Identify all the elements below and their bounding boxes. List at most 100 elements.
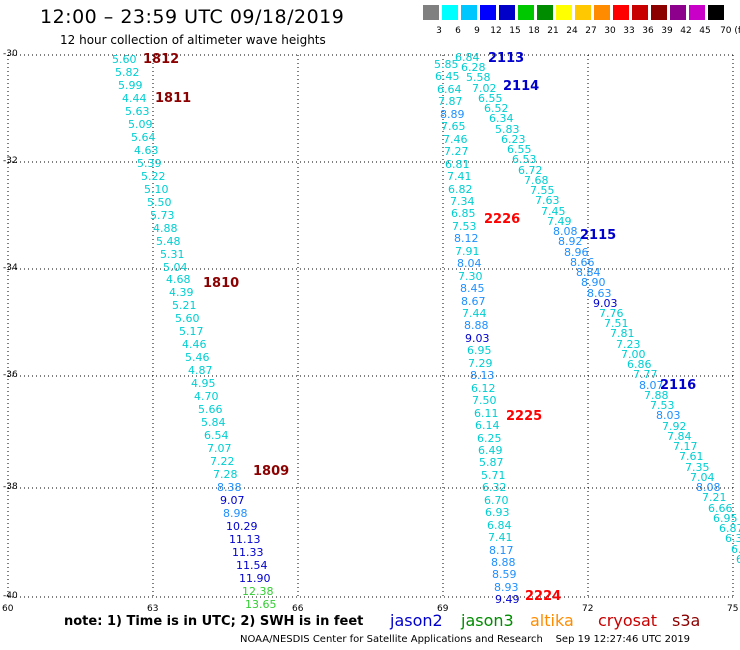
swh-value: 6.95 xyxy=(713,512,738,525)
swh-value: 11.90 xyxy=(239,572,271,585)
pass-id-label: 2113 xyxy=(488,51,525,66)
swh-value: 8.07 xyxy=(639,379,664,392)
pass-id-label: 2224 xyxy=(525,589,562,604)
scale-label: 42 xyxy=(680,26,692,36)
swh-value: 7.34 xyxy=(450,195,475,208)
scale-label: 3 xyxy=(436,26,442,36)
swh-value: 5.09 xyxy=(128,118,153,131)
scale-swatch xyxy=(556,5,572,20)
swh-value: 8.38 xyxy=(217,481,242,494)
scale-label: 30 xyxy=(604,26,616,36)
swh-value: 8.12 xyxy=(454,232,479,245)
swh-value: 4.68 xyxy=(166,273,191,286)
swh-value: 7.50 xyxy=(472,394,497,407)
swh-value: 6.81 xyxy=(445,158,470,171)
scale-swatch xyxy=(651,5,667,20)
pass-id-label: 2116 xyxy=(660,378,697,393)
swh-value: 7.92 xyxy=(662,420,687,433)
swh-value: 6.72 xyxy=(518,164,543,177)
swh-value: 4.88 xyxy=(153,222,178,235)
scale-label: 45 xyxy=(699,26,711,36)
swh-value: 8.88 xyxy=(464,319,489,332)
swh-value: 8.90 xyxy=(581,276,606,289)
scale-swatch xyxy=(518,5,534,20)
swh-value: 8.08 xyxy=(553,225,578,238)
swh-value: 8.92 xyxy=(558,235,583,248)
swh-value: 6.09 xyxy=(736,553,740,566)
lat-label: -40 xyxy=(3,591,18,601)
swh-value: 8.63 xyxy=(587,287,612,300)
swh-value: 7.28 xyxy=(213,468,238,481)
swh-value: 6.84 xyxy=(487,519,512,532)
swh-value: 6.70 xyxy=(484,494,509,507)
swh-value: 4.95 xyxy=(191,377,216,390)
swh-value: 6.37 xyxy=(725,532,740,545)
scale-swatch xyxy=(499,5,515,20)
swh-value: 5.64 xyxy=(131,131,156,144)
swh-value: 5.71 xyxy=(481,469,506,482)
scale-swatch xyxy=(442,5,458,20)
page-subtitle: 12 hour collection of altimeter wave hei… xyxy=(60,33,326,47)
swh-value: 8.98 xyxy=(223,507,248,520)
swh-value: 4.46 xyxy=(182,338,207,351)
scale-swatch xyxy=(689,5,705,20)
swh-value: 8.59 xyxy=(492,568,517,581)
lon-label: 72 xyxy=(582,604,594,614)
swh-value: 4.63 xyxy=(134,144,159,157)
swh-value: 12.38 xyxy=(242,585,274,598)
swh-value: 5.17 xyxy=(179,325,204,338)
swh-value: 6.55 xyxy=(478,92,503,105)
scale-label: 36 xyxy=(642,26,654,36)
swh-value: 5.22 xyxy=(141,170,166,183)
swh-value: 6.53 xyxy=(512,153,537,166)
swh-value: 6.93 xyxy=(485,506,510,519)
swh-value: 8.84 xyxy=(576,266,601,279)
pass-id-label: 2225 xyxy=(506,409,543,424)
swh-value: 5.82 xyxy=(115,66,140,79)
scale-label: 33 xyxy=(623,26,635,36)
swh-value: 8.66 xyxy=(570,256,595,269)
swh-value: 8.67 xyxy=(461,295,486,308)
swh-value: 7.76 xyxy=(599,307,624,320)
swh-value: 5.10 xyxy=(144,183,169,196)
swh-value: 5.58 xyxy=(466,71,491,84)
swh-value: 7.53 xyxy=(452,220,477,233)
swh-value: 10.29 xyxy=(226,520,258,533)
swh-value: 6.66 xyxy=(708,502,733,515)
swh-value: 6.14 xyxy=(475,419,500,432)
footer-credit: NOAA/NESDIS Center for Satellite Applica… xyxy=(240,634,691,645)
scale-label: 24 xyxy=(566,26,578,36)
scale-swatch xyxy=(575,5,591,20)
scale-swatch xyxy=(537,5,553,20)
lon-label: 60 xyxy=(2,604,14,614)
swh-value: 7.45 xyxy=(541,205,566,218)
legend-altika: altika xyxy=(530,611,574,630)
legend-jason3: jason3 xyxy=(461,611,514,630)
swh-value: 6.32 xyxy=(482,481,507,494)
swh-value: 7.68 xyxy=(524,174,549,187)
swh-value: 6.54 xyxy=(204,429,229,442)
scale-label: 18 xyxy=(528,26,540,36)
swh-value: 11.13 xyxy=(229,533,261,546)
swh-value: 6.82 xyxy=(448,183,473,196)
swh-value: 11.54 xyxy=(236,559,268,572)
scale-label: 70 (ft) xyxy=(720,26,740,36)
scale-swatch xyxy=(594,5,610,20)
swh-value: 6.84 xyxy=(455,51,480,64)
swh-value: 7.27 xyxy=(444,145,469,158)
swh-value: 8.96 xyxy=(564,246,589,259)
swh-value: 6.11 xyxy=(474,407,499,420)
swh-value: 7.29 xyxy=(468,357,493,370)
swh-value: 6.55 xyxy=(507,143,532,156)
lat-label: -38 xyxy=(3,482,18,492)
swh-value: 7.65 xyxy=(441,120,466,133)
lon-label: 69 xyxy=(437,604,449,614)
swh-value: 7.81 xyxy=(610,327,635,340)
swh-value: 7.41 xyxy=(488,531,513,544)
swh-value: 5.50 xyxy=(147,196,172,209)
lon-label: 66 xyxy=(292,604,304,614)
swh-value: 5.85 xyxy=(434,58,459,71)
swh-value: 7.84 xyxy=(667,430,692,443)
swh-value: 7.30 xyxy=(458,270,483,283)
